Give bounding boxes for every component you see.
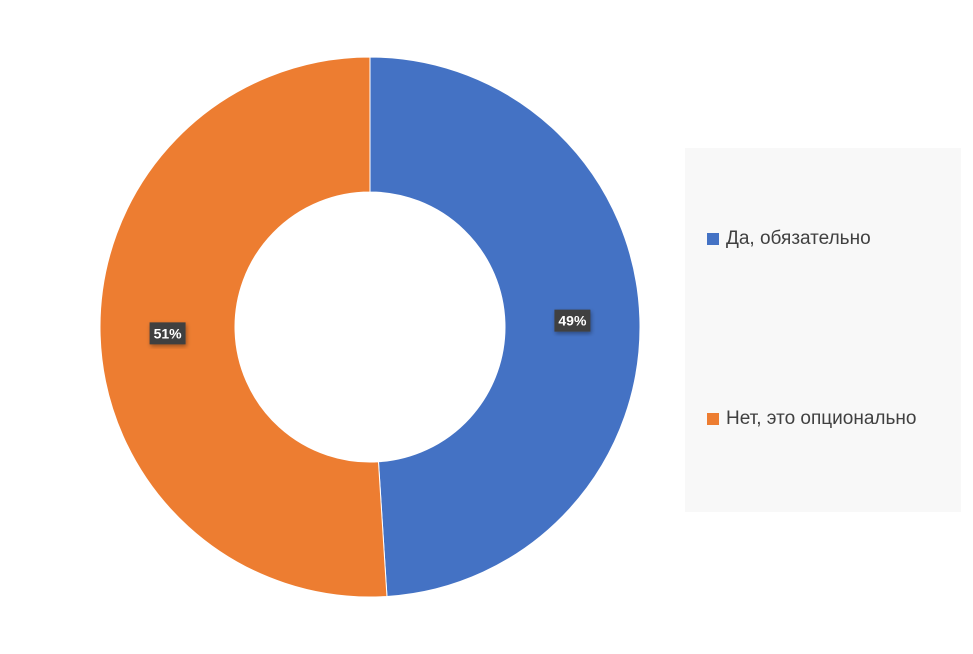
data-label-box	[149, 322, 186, 345]
legend: Да, обязательно Нет, это опционально	[685, 148, 961, 512]
legend-item-no: Нет, это опционально	[707, 408, 916, 430]
slice-yes	[369, 56, 641, 597]
legend-item-yes: Да, обязательно	[707, 228, 871, 250]
legend-label-yes: Да, обязательно	[726, 228, 871, 249]
legend-label-no: Нет, это опционально	[726, 408, 917, 429]
data-label-text: 49%	[558, 313, 587, 329]
legend-swatch-yes	[707, 233, 719, 245]
data-label-box	[554, 309, 591, 332]
data-label-text: 51%	[154, 325, 183, 341]
slice-no	[99, 56, 388, 598]
data-label-no: 51%	[149, 322, 186, 345]
data-label-yes: 49%	[554, 309, 591, 332]
legend-swatch-no	[707, 413, 719, 425]
